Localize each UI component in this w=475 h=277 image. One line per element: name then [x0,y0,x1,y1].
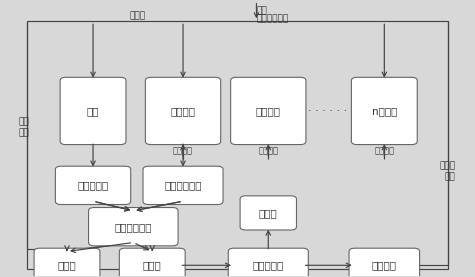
Text: 外接: 外接 [256,6,267,15]
Text: 蒸馏水罐: 蒸馏水罐 [372,260,397,270]
Text: 中水回用: 中水回用 [173,147,193,155]
FancyBboxPatch shape [60,77,126,145]
Text: 盐结晶: 盐结晶 [259,208,278,218]
Text: 母液: 母液 [87,106,99,116]
Text: 中水回用: 中水回用 [258,147,278,155]
FancyBboxPatch shape [34,248,100,277]
Text: 废水处理系统: 废水处理系统 [114,222,152,232]
FancyBboxPatch shape [352,77,417,145]
FancyBboxPatch shape [228,248,308,277]
FancyBboxPatch shape [88,207,178,246]
Text: n次打浆: n次打浆 [371,106,397,116]
Text: 蒸馏水
回用: 蒸馏水 回用 [439,161,456,182]
Text: 打浆液调节池: 打浆液调节池 [164,180,202,190]
Text: 淡水
回用: 淡水 回用 [19,117,29,137]
FancyBboxPatch shape [240,196,296,230]
Text: 回收水: 回收水 [130,11,146,20]
Text: 中水回用: 中水回用 [374,147,394,155]
Text: 浓水池: 浓水池 [143,260,162,270]
FancyBboxPatch shape [231,77,306,145]
Text: 母液调节池: 母液调节池 [77,180,109,190]
Text: 二次打浆: 二次打浆 [256,106,281,116]
FancyBboxPatch shape [349,248,419,277]
Text: 多效蒸汽器: 多效蒸汽器 [253,260,284,270]
FancyBboxPatch shape [119,248,185,277]
Text: 淡水罐: 淡水罐 [57,260,76,270]
Text: 去离子补充水: 去离子补充水 [256,14,289,23]
Text: · · · · · ·: · · · · · · [308,106,347,116]
FancyBboxPatch shape [56,166,131,204]
Text: 一次打浆: 一次打浆 [171,106,196,116]
FancyBboxPatch shape [143,166,223,204]
FancyBboxPatch shape [145,77,221,145]
Bar [27,21,448,270]
